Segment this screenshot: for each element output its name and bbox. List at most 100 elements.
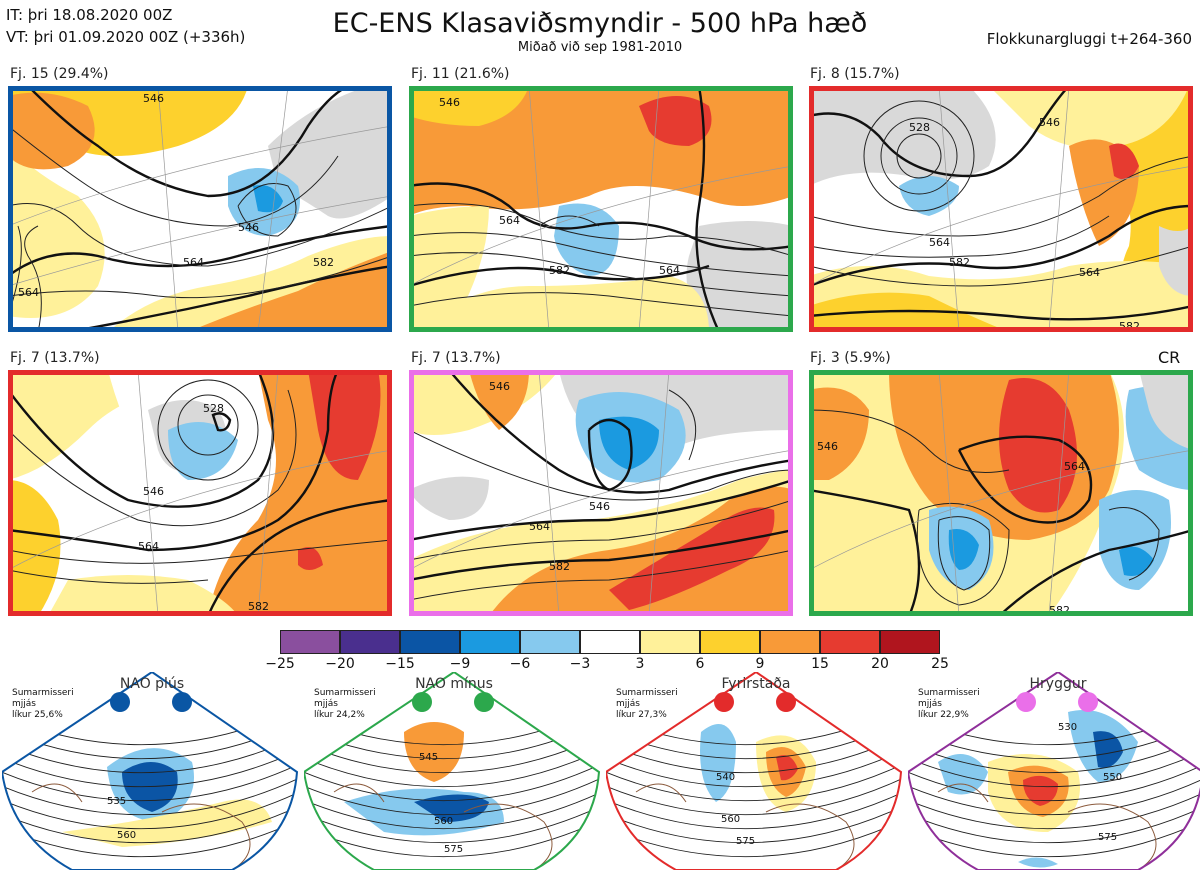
colorbar-segment xyxy=(460,630,520,654)
regime-note-line: Sumarmisseri xyxy=(314,688,376,698)
regime-title: Fyrirstaða xyxy=(721,676,791,692)
regime-note-line: líkur 27,3% xyxy=(616,710,667,720)
colorbar-tick-label: 9 xyxy=(755,656,765,672)
regime-contour-label: 535 xyxy=(107,796,126,807)
colorbar-segment xyxy=(520,630,580,654)
regime-contour-label: 560 xyxy=(434,816,453,827)
map-panel-5: 546 564 582 546 xyxy=(409,370,793,616)
regime-marker-dot xyxy=(1078,692,1098,712)
regime-contour-label: 545 xyxy=(419,752,438,763)
regime-marker-dot xyxy=(776,692,796,712)
map-panel-4: 528 546 564 582 xyxy=(8,370,392,616)
chart-subtitle: Miðað við sep 1981-2010 xyxy=(517,40,683,55)
colorbar-tick-label: −3 xyxy=(569,656,591,672)
panel-label-1: Fj. 15 (29.4%) xyxy=(10,66,109,82)
regime-contour-label: 575 xyxy=(444,844,463,855)
colorbar xyxy=(280,630,940,654)
panel3-contour-label: 528 xyxy=(909,121,930,134)
colorbar-tick-label: 6 xyxy=(695,656,705,672)
panel2-contour-label: 564 xyxy=(499,214,520,227)
regime-note-line: líkur 25,6% xyxy=(12,710,63,720)
panel3-contour-label: 564 xyxy=(1079,266,1100,279)
regime-contour-label: 550 xyxy=(1103,772,1122,783)
panel-tag-cr: CR xyxy=(1158,348,1181,367)
panel2-contour-label: 564 xyxy=(659,264,680,277)
panel6-contour-label: 564 xyxy=(1064,460,1085,473)
panel1-contour-label: 582 xyxy=(313,256,334,269)
regime-contour-label: 575 xyxy=(736,836,755,847)
map-panel-6: 546 564 582 xyxy=(809,370,1193,616)
map-panel-3: 528 546 564 582 564 582 xyxy=(809,86,1193,332)
panel1-contour-label: 546 xyxy=(143,92,164,105)
colorbar-segment xyxy=(640,630,700,654)
panel1-contour-label: 564 xyxy=(183,256,204,269)
panel3-contour-label: 582 xyxy=(949,256,970,269)
regime-marker-dot xyxy=(474,692,494,712)
panel6-contour-label: 546 xyxy=(817,440,838,453)
panel4-contour-label: 564 xyxy=(138,540,159,553)
colorbar-segment xyxy=(820,630,880,654)
panel3-contour-label: 546 xyxy=(1039,116,1060,129)
panel4-contour-label: 546 xyxy=(143,485,164,498)
regime-panel: 545 560 575 NAO mínus Sumarmisseri mjjás líkur… xyxy=(304,672,604,870)
colorbar-segment xyxy=(760,630,820,654)
regime-panel: 540 560 575 Fyrirstaða Sumarmisseri mjjás líku… xyxy=(606,672,906,870)
colorbar-segment xyxy=(700,630,760,654)
regime-note-line: mjjás xyxy=(616,699,640,709)
panel5-contour-label: 564 xyxy=(529,520,550,533)
classification-window: Flokkunargluggi t+264-360 xyxy=(986,30,1192,48)
panel-label-6: Fj. 3 (5.9%) xyxy=(810,350,891,366)
regime-contour-label: 560 xyxy=(117,830,136,841)
regime-title: NAO mínus xyxy=(415,676,493,692)
colorbar-segment xyxy=(880,630,940,654)
panel5-contour-label: 582 xyxy=(549,560,570,573)
regime-contour-label: 530 xyxy=(1058,722,1077,733)
regime-note-line: Sumarmisseri xyxy=(12,688,74,698)
map-panel-2: 546 564 582 564 xyxy=(409,86,793,332)
regime-note-line: líkur 24,2% xyxy=(314,710,365,720)
panel-label-2: Fj. 11 (21.6%) xyxy=(411,66,510,82)
regime-contour-label: 540 xyxy=(716,772,735,783)
panel-label-5: Fj. 7 (13.7%) xyxy=(411,350,501,366)
regime-marker-dot xyxy=(172,692,192,712)
colorbar-segment xyxy=(400,630,460,654)
regime-note: Sumarmisseri mjjás líkur 22,9% xyxy=(918,688,980,721)
colorbar-tick-label: 3 xyxy=(635,656,645,672)
regime-note: Sumarmisseri mjjás líkur 24,2% xyxy=(314,688,376,721)
regime-note-line: Sumarmisseri xyxy=(616,688,678,698)
initial-time: IT: þri 18.08.2020 00Z xyxy=(6,6,173,24)
panel1-contour-label: 546 xyxy=(238,221,259,234)
regime-marker-dot xyxy=(714,692,734,712)
header-info: IT: þri 18.08.2020 00Z VT: þri 01.09.202… xyxy=(6,4,245,48)
colorbar-tick-label: −25 xyxy=(265,656,295,672)
map-panel-1: 546 564 582 564 546 xyxy=(8,86,392,332)
regime-panel: 530 550 575 Hryggur Sumarmisseri mjjás líkur 2… xyxy=(908,672,1200,870)
panel-label-4: Fj. 7 (13.7%) xyxy=(10,350,100,366)
regime-note-line: Sumarmisseri xyxy=(918,688,980,698)
regime-contour-label: 560 xyxy=(721,814,740,825)
colorbar-tick-label: 20 xyxy=(871,656,889,672)
colorbar-segment xyxy=(280,630,340,654)
panel5-contour-label: 546 xyxy=(489,380,510,393)
panel3-contour-label: 564 xyxy=(929,236,950,249)
regime-contour-label: 575 xyxy=(1098,832,1117,843)
regime-title: Hryggur xyxy=(1029,676,1087,692)
panel4-contour-label: 582 xyxy=(248,600,269,613)
colorbar-segment xyxy=(580,630,640,654)
valid-time: VT: þri 01.09.2020 00Z (+336h) xyxy=(6,28,246,46)
panel2-contour-label: 582 xyxy=(549,264,570,277)
colorbar-segment xyxy=(340,630,400,654)
regime-note-line: mjjás xyxy=(918,699,942,709)
colorbar-tick-label: −20 xyxy=(325,656,355,672)
colorbar-ticks: −25 −20 −15 −9 −6 −3 3 6 9 15 20 25 xyxy=(260,656,960,676)
panel5-contour-label: 546 xyxy=(589,500,610,513)
regime-note: Sumarmisseri mjjás líkur 25,6% xyxy=(12,688,74,721)
panel6-contour-label: 582 xyxy=(1049,604,1070,616)
colorbar-tick-label: −15 xyxy=(385,656,415,672)
panel2-contour-label: 546 xyxy=(439,96,460,109)
panel-label-3: Fj. 8 (15.7%) xyxy=(810,66,900,82)
colorbar-tick-label: 15 xyxy=(811,656,829,672)
regime-note-line: mjjás xyxy=(314,699,338,709)
regime-marker-dot xyxy=(110,692,130,712)
panel4-contour-label: 528 xyxy=(203,402,224,415)
